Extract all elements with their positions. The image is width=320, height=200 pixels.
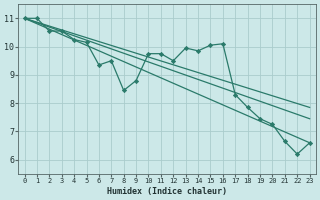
X-axis label: Humidex (Indice chaleur): Humidex (Indice chaleur) <box>107 187 227 196</box>
